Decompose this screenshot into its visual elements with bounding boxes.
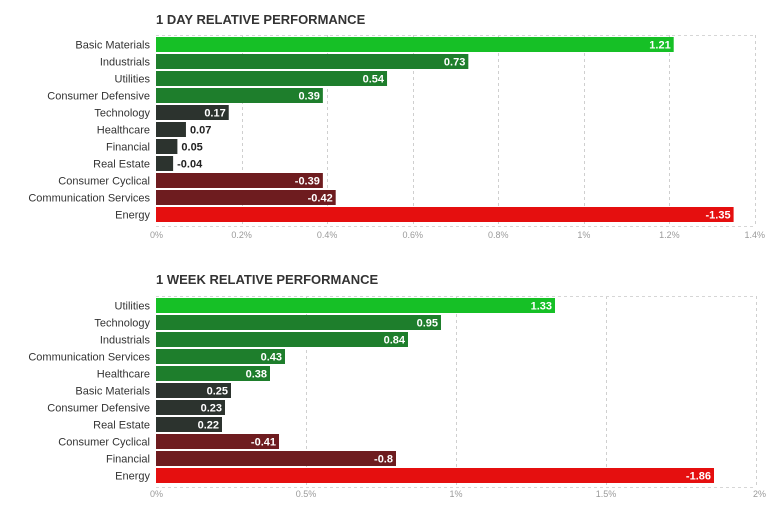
category-label: Consumer Defensive [47, 403, 150, 415]
tick-label: 0.6% [402, 230, 423, 240]
bar [156, 173, 323, 188]
category-label: Real Estate [93, 159, 150, 171]
tick-label: 0% [150, 489, 163, 499]
bar [156, 298, 555, 313]
bar [156, 105, 229, 120]
category-label: Consumer Cyclical [58, 176, 150, 188]
category-label: Real Estate [93, 420, 150, 432]
value-label: 0.95 [417, 318, 438, 330]
bar [156, 468, 714, 483]
bar [156, 366, 270, 381]
bar [156, 207, 734, 222]
chart-1-day: 1 DAY RELATIVE PERFORMANCE Basic Material… [28, 12, 765, 240]
chart-1-week: 1 WEEK RELATIVE PERFORMANCE Utilities 1.33… [28, 272, 766, 499]
category-label: Consumer Defensive [47, 91, 150, 103]
value-label: 0.22 [198, 420, 219, 432]
category-label: Healthcare [97, 369, 150, 381]
tick-label: 1.2% [659, 230, 680, 240]
value-label: -0.39 [295, 176, 320, 188]
tick-label: 1.4% [744, 230, 765, 240]
value-label: -0.41 [251, 437, 276, 449]
category-label: Energy [115, 471, 150, 483]
category-label: Communication Services [28, 193, 150, 205]
bar [156, 139, 178, 154]
category-label: Basic Materials [75, 386, 150, 398]
value-label: -1.86 [686, 471, 711, 483]
tick-label: 0.4% [317, 230, 338, 240]
bar [156, 71, 388, 86]
bar [156, 417, 222, 432]
bar [156, 451, 396, 466]
value-label: 0.25 [207, 386, 228, 398]
tick-label: 0.5% [296, 489, 317, 499]
value-label: 0.84 [384, 335, 406, 347]
value-label: -1.35 [706, 210, 731, 222]
bar [156, 190, 336, 205]
value-label: 0.07 [190, 125, 211, 137]
category-label: Industrials [100, 335, 151, 347]
bar [156, 88, 323, 103]
tick-label: 1.5% [596, 489, 617, 499]
bar [156, 54, 469, 69]
value-label: 1.21 [649, 40, 670, 52]
category-label: Consumer Cyclical [58, 437, 150, 449]
value-label: -0.42 [308, 193, 333, 205]
value-label: 0.05 [181, 142, 202, 154]
category-label: Financial [106, 454, 150, 466]
tick-label: 1% [449, 489, 462, 499]
bar [156, 37, 674, 52]
category-label: Industrials [100, 57, 151, 69]
chart-title: 1 WEEK RELATIVE PERFORMANCE [156, 272, 379, 287]
bar [156, 434, 279, 449]
value-label: 0.43 [261, 352, 282, 364]
category-label: Financial [106, 142, 150, 154]
value-label: -0.04 [177, 159, 203, 171]
bar [156, 383, 231, 398]
value-label: 0.23 [201, 403, 222, 415]
tick-label: 1% [577, 230, 590, 240]
category-label: Healthcare [97, 125, 150, 137]
bar [156, 156, 174, 171]
tick-label: 2% [753, 489, 766, 499]
value-label: 1.33 [531, 301, 552, 313]
value-label: -0.8 [374, 454, 393, 466]
value-label: 0.73 [444, 57, 465, 69]
category-label: Communication Services [28, 352, 150, 364]
category-label: Utilities [115, 74, 151, 86]
tick-label: 0% [150, 230, 163, 240]
chart-title: 1 DAY RELATIVE PERFORMANCE [156, 12, 366, 27]
tick-label: 0.2% [231, 230, 252, 240]
bar [156, 332, 408, 347]
category-label: Basic Materials [75, 40, 150, 52]
tick-label: 0.8% [488, 230, 509, 240]
bar [156, 349, 285, 364]
bar [156, 315, 441, 330]
category-label: Energy [115, 210, 150, 222]
bar [156, 400, 225, 415]
value-label: 0.54 [363, 74, 385, 86]
category-label: Technology [94, 108, 150, 120]
category-label: Utilities [115, 301, 151, 313]
category-label: Technology [94, 318, 150, 330]
bar [156, 122, 186, 137]
value-label: 0.38 [246, 369, 267, 381]
value-label: 0.39 [298, 91, 319, 103]
value-label: 0.17 [204, 108, 225, 120]
